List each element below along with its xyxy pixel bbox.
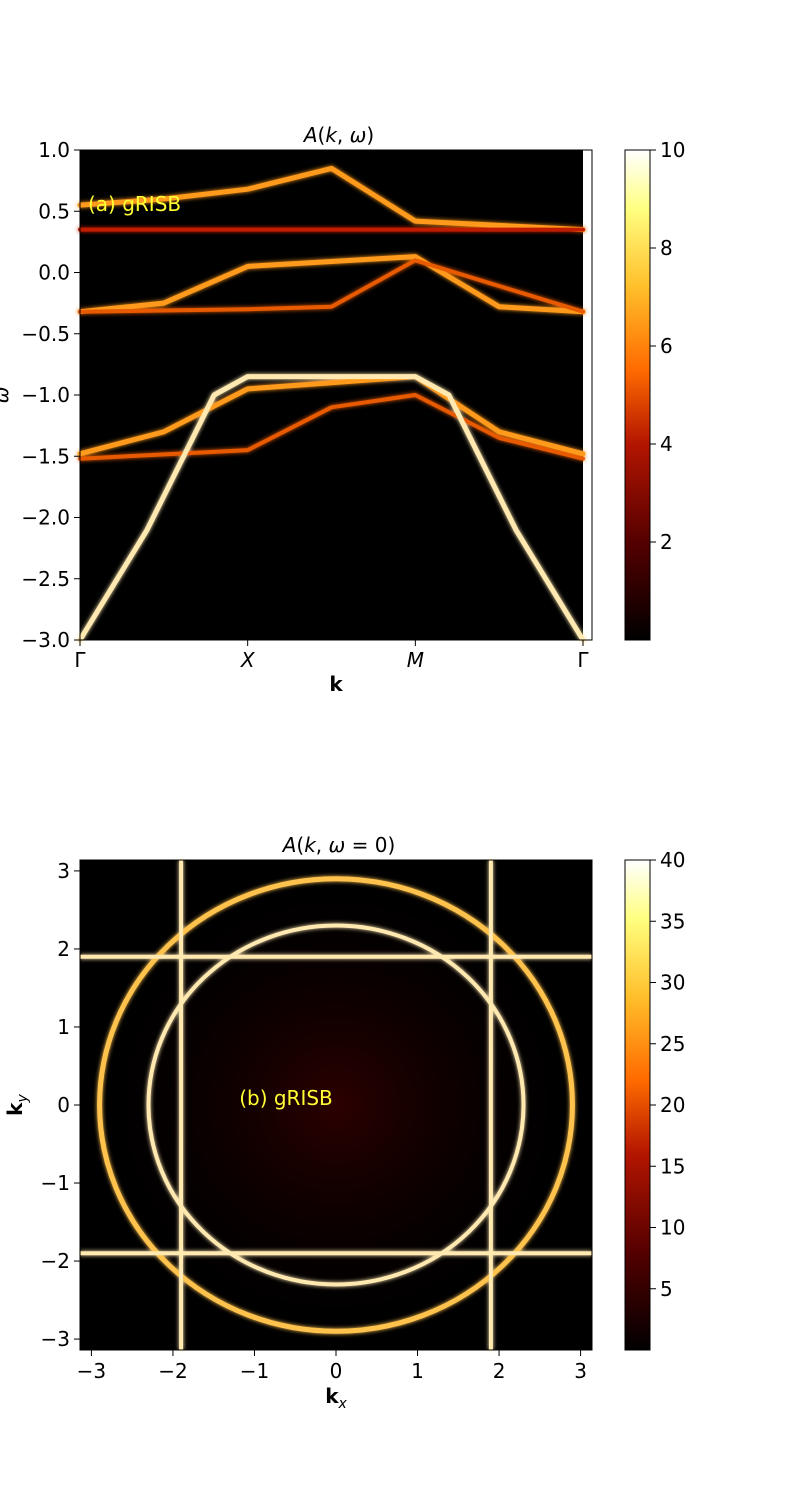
colorbar-tick-label: 10	[660, 138, 685, 162]
panel-b-y-label: ky	[3, 1093, 31, 1115]
colorbar-tick-label: 2	[660, 530, 673, 554]
band-steep	[77, 374, 586, 643]
band-lower-2	[78, 393, 585, 461]
colorbar-tick-label: 8	[660, 236, 673, 260]
panel-a-colorbar	[624, 149, 651, 641]
panel-a-heatmap	[80, 150, 583, 640]
panel-a-bands	[77, 165, 586, 643]
y-tick-label: −3	[41, 1327, 70, 1351]
band-lower-1	[77, 374, 586, 457]
panel-b-x-label: kx	[325, 1384, 347, 1412]
panel-b-background-glow	[80, 860, 592, 1350]
colorbar-tick-label: 6	[660, 334, 673, 358]
colorbar-tick-label: 35	[660, 909, 685, 933]
y-tick-label: −1.0	[21, 383, 70, 407]
y-tick-label: −1	[41, 1171, 70, 1195]
colorbar-tick-label: 5	[660, 1277, 673, 1301]
y-tick-label: 0	[57, 1093, 70, 1117]
band-middle-1	[77, 254, 586, 315]
y-tick-label: 1.0	[38, 138, 70, 162]
colorbar-tick-label: 30	[660, 971, 685, 995]
panel-b-colorbar	[624, 859, 651, 1351]
y-tick-label: −0.5	[21, 322, 70, 346]
panel-b-x-ticks: −3 −2 −1 0 1 2 3	[77, 1350, 587, 1383]
x-tick-label: X	[240, 648, 256, 672]
panel-a-y-label: ω	[0, 387, 13, 404]
panel-a-x-label: k	[329, 672, 343, 696]
panel-b-annotation: (b) gRISB	[239, 1086, 333, 1110]
colorbar-tick-label: 25	[660, 1032, 685, 1056]
x-tick-label: 0	[330, 1359, 343, 1383]
x-tick-label: Γ	[577, 648, 589, 672]
panel-b-title: A(k, ω = 0)	[281, 833, 396, 857]
y-tick-label: 3	[57, 859, 70, 883]
panel-b-fermi-surface	[80, 860, 592, 1350]
colorbar-tick-label: 20	[660, 1093, 685, 1117]
y-tick-label: 1	[57, 1015, 70, 1039]
x-tick-label: 3	[574, 1359, 587, 1383]
panel-a: A(k, ω) (a) gRISB 1.0 0.5 0.0 −0.5 −1.0 −1.5 −…	[0, 123, 685, 696]
colorbar-tick-label: 10	[660, 1216, 685, 1240]
y-tick-label: −2	[41, 1249, 70, 1273]
panel-a-annotation: (a) gRISB	[88, 192, 181, 216]
y-tick-label: 2	[57, 937, 70, 961]
y-tick-label: 0.5	[38, 199, 70, 223]
panel-a-colorbar-ticks: 10 8 6 4 2	[650, 138, 685, 554]
x-tick-label: −1	[240, 1359, 269, 1383]
colorbar-tick-label: 40	[660, 848, 685, 872]
panel-b-y-ticks: 3 2 1 0 −1 −2 −3	[41, 859, 80, 1351]
y-tick-label: −3.0	[21, 628, 70, 652]
colorbar-tick-label: 15	[660, 1154, 685, 1178]
y-tick-label: 0.0	[38, 261, 70, 285]
panel-a-y-ticks: 1.0 0.5 0.0 −0.5 −1.0 −1.5 −2.0 −2.5 −3.0	[21, 138, 80, 652]
x-tick-label: Γ	[74, 648, 86, 672]
x-tick-label: M	[407, 648, 424, 672]
y-tick-label: −2.0	[21, 506, 70, 530]
band-middle-flat	[78, 258, 585, 314]
x-tick-label: −2	[158, 1359, 187, 1383]
panel-b-colorbar-ticks: 40 35 30 25 20 15 10 5	[650, 848, 685, 1301]
panel-a-title: A(k, ω)	[302, 123, 374, 147]
colorbar-tick-label: 4	[660, 432, 673, 456]
fermi-horizontal-lens	[146, 923, 526, 1287]
y-tick-label: −1.5	[21, 444, 70, 468]
y-tick-label: −2.5	[21, 567, 70, 591]
x-tick-label: −3	[77, 1359, 106, 1383]
fermi-ellipse-wide	[97, 876, 575, 1334]
band-upper-1	[77, 165, 586, 233]
x-tick-label: 2	[493, 1359, 506, 1383]
x-tick-label: 1	[411, 1359, 424, 1383]
